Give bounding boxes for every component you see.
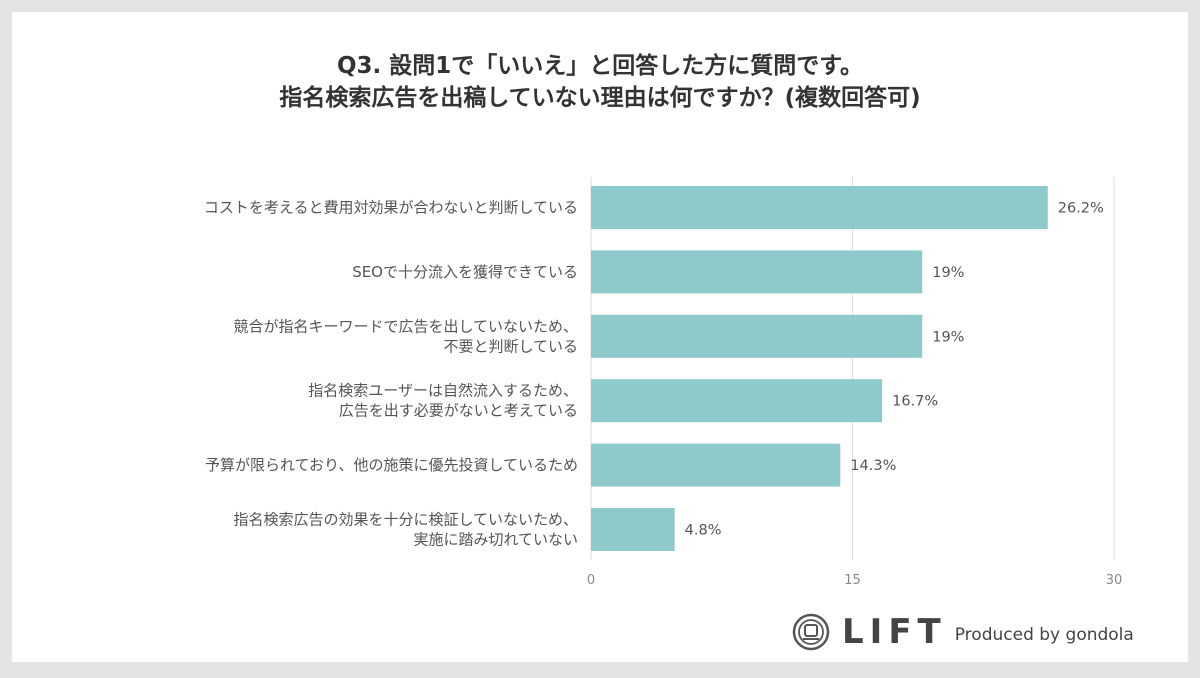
bar: [591, 508, 675, 551]
category-label: コストを考えると費用対効果が合わないと判断している: [204, 199, 578, 217]
x-tick-label: 30: [1106, 573, 1123, 588]
bar: [591, 443, 841, 487]
title-line-1: Q3. 設問1で「いいえ」と回答した方に質問です。: [336, 53, 863, 79]
category-label: 指名検索ユーザーは自然流入するため、: [308, 382, 578, 400]
category-label: 不要と判断している: [443, 337, 578, 355]
category-label: 競合が指名キーワードで広告を出していないため、: [233, 317, 578, 335]
title-line-2: 指名検索広告を出稿していない理由は何ですか？(複数回答可): [279, 85, 921, 111]
bar: [591, 379, 883, 423]
bar-value-label: 4.8%: [685, 523, 722, 539]
lift-logo-text: LIFT: [842, 612, 947, 652]
footer-branding: LIFT Produced by gondola: [792, 612, 1134, 652]
bar-value-label: 19%: [932, 329, 964, 345]
bar-value-label: 26.2%: [1058, 201, 1104, 217]
bar: [591, 314, 923, 358]
category-label: 実施に踏み切れていない: [413, 531, 578, 549]
bar-value-label: 19%: [932, 265, 964, 281]
bar-value-label: 16.7%: [892, 394, 938, 410]
category-label: 予算が限られており、他の施策に優先投資しているため: [205, 456, 578, 474]
category-label: SEOで十分流入を獲得できている: [352, 263, 578, 281]
bar-value-label: 14.3%: [850, 458, 896, 474]
x-tick-label: 0: [587, 573, 595, 588]
bar: [591, 186, 1048, 229]
category-label: 指名検索広告の効果を十分に検証していないため、: [233, 511, 578, 529]
lift-logo-icon: [792, 613, 830, 651]
bar: [591, 250, 923, 294]
chart-title: Q3. 設問1で「いいえ」と回答した方に質問です。 指名検索広告を出稿していない…: [0, 50, 1200, 114]
produced-by-text: Produced by gondola: [954, 625, 1134, 645]
x-tick-label: 15: [844, 573, 861, 588]
category-label: 広告を出す必要がないと考えている: [339, 402, 578, 420]
